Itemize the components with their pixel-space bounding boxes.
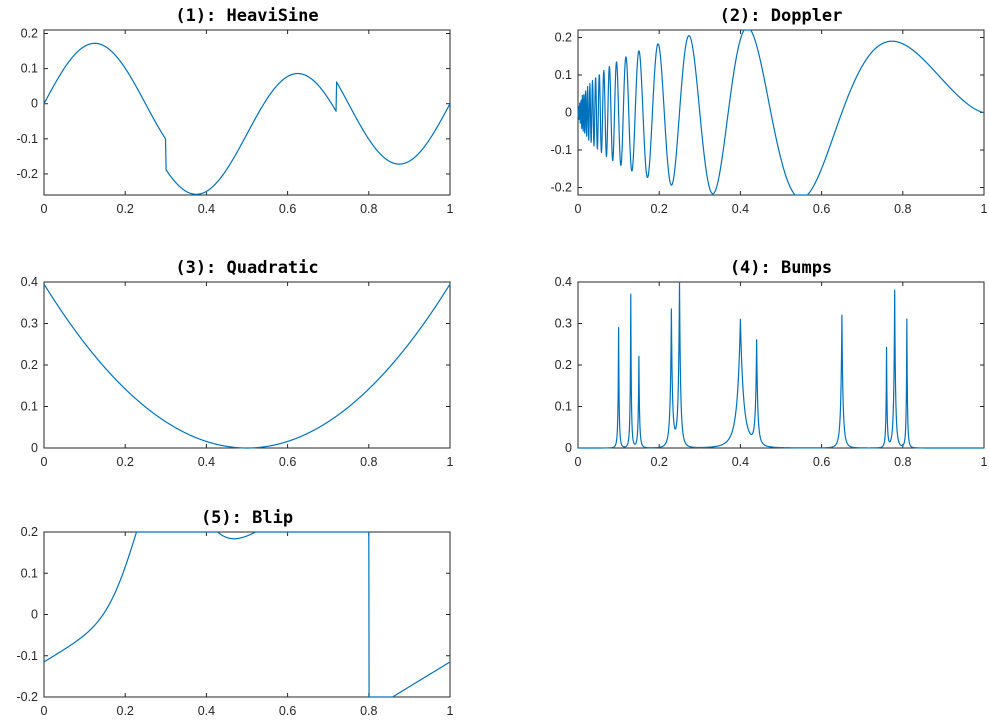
x-tick-label: 0.6 <box>279 455 296 469</box>
y-tick-label: 0.1 <box>555 400 572 414</box>
y-tick-label: 0.3 <box>21 317 38 331</box>
x-tick-label: 1 <box>981 455 988 469</box>
x-tick-label: 0.8 <box>360 455 377 469</box>
y-tick-label: 0.4 <box>21 275 38 289</box>
y-tick-label: 0 <box>565 106 572 120</box>
x-tick-label: 0.2 <box>117 202 134 216</box>
series-line <box>43 283 451 449</box>
plot-title: (4): Bumps <box>730 258 832 278</box>
y-tick-label: 0.1 <box>21 566 38 580</box>
plot-title: (1): HeaviSine <box>175 6 318 26</box>
x-tick-label: 1 <box>447 455 454 469</box>
x-tick-label: 1 <box>447 704 454 718</box>
y-tick-label: -0.1 <box>16 132 38 146</box>
plot-area <box>43 531 451 698</box>
x-tick-label: 0.4 <box>198 202 215 216</box>
plot-area <box>577 281 985 449</box>
x-tick-label: 0.2 <box>117 704 134 718</box>
y-tick-label: -0.2 <box>550 181 572 195</box>
y-tick-label: 0 <box>565 441 572 455</box>
x-tick-label: 0.8 <box>894 202 911 216</box>
x-tick-label: 0.6 <box>279 704 296 718</box>
y-tick-label: 0.4 <box>555 275 572 289</box>
x-tick-label: 0.6 <box>279 202 296 216</box>
y-tick-label: 0.2 <box>555 31 572 45</box>
y-tick-label: 0.1 <box>21 400 38 414</box>
x-tick-label: 0.4 <box>198 704 215 718</box>
plot-title: (3): Quadratic <box>175 258 318 278</box>
y-tick-label: 0 <box>31 441 38 455</box>
series-line <box>43 42 451 195</box>
x-tick-label: 0.8 <box>360 704 377 718</box>
x-tick-label: 0.2 <box>651 455 668 469</box>
y-tick-label: 0.1 <box>21 62 38 76</box>
x-tick-label: 0.4 <box>198 455 215 469</box>
x-tick-label: 0 <box>41 455 48 469</box>
x-tick-label: 0.2 <box>651 202 668 216</box>
x-tick-label: 0.8 <box>894 455 911 469</box>
y-tick-label: 0.1 <box>555 68 572 82</box>
subplot-1: (1): HeaviSine 0 0.2 0.4 0.6 0.8 1 -0.2 -0.1 0 0.1… <box>16 6 453 216</box>
y-tick-label: -0.2 <box>16 167 38 181</box>
x-tick-label: 0 <box>41 704 48 718</box>
y-tick-label: -0.2 <box>16 690 38 704</box>
plot-area <box>43 29 451 196</box>
x-tick-label: 0.8 <box>360 202 377 216</box>
plot-area <box>577 29 985 196</box>
series-line <box>577 29 985 196</box>
subplot-5: (5): Blip 0 0.2 0.4 0.6 0.8 1 -0.2 -0.1 0 0.1 0.2 <box>16 508 453 718</box>
y-tick-label: 0.2 <box>21 27 38 41</box>
y-tick-label: 0 <box>31 608 38 622</box>
subplot-3: (3): Quadratic 0 0.2 0.4 0.6 0.8 1 0 0.1 0.2 0.3 0.… <box>21 258 454 469</box>
x-tick-label: 1 <box>981 202 988 216</box>
y-tick-label: 0.2 <box>555 358 572 372</box>
plot-title: (2): Doppler <box>720 6 843 26</box>
y-tick-label: 0 <box>31 97 38 111</box>
x-tick-label: 0 <box>575 202 582 216</box>
y-tick-label: -0.1 <box>550 143 572 157</box>
y-tick-label: 0.2 <box>21 525 38 539</box>
x-tick-label: 0.6 <box>813 455 830 469</box>
y-tick-label: -0.1 <box>16 649 38 663</box>
plot-title: (5): Blip <box>201 508 293 528</box>
subplot-2: (2): Doppler 0 0.2 0.4 0.6 0.8 1 -0.2 -0.1 0 0.1 0.… <box>550 6 987 216</box>
series-line <box>43 531 451 698</box>
x-tick-label: 0.6 <box>813 202 830 216</box>
y-tick-label: 0.2 <box>21 358 38 372</box>
series-line <box>577 281 985 449</box>
subplot-4: (4): Bumps 0 0.2 0.4 0.6 0.8 1 0 0.1 0.2 0.3 0.4 <box>555 258 988 469</box>
x-tick-label: 0 <box>575 455 582 469</box>
x-tick-label: 1 <box>447 202 454 216</box>
x-tick-label: 0 <box>41 202 48 216</box>
plot-area <box>43 281 451 449</box>
x-tick-label: 0.4 <box>732 455 749 469</box>
y-tick-label: 0.3 <box>555 317 572 331</box>
x-tick-label: 0.2 <box>117 455 134 469</box>
x-tick-label: 0.4 <box>732 202 749 216</box>
